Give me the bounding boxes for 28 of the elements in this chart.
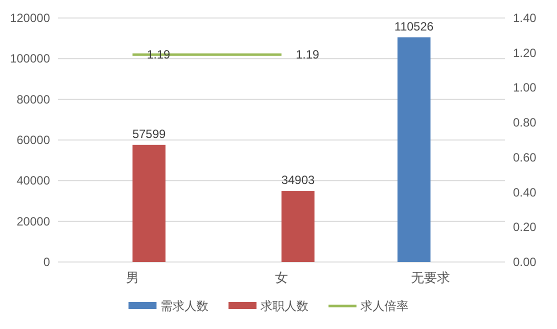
y2-tick-label: 1.40	[513, 11, 537, 25]
data-label: 57599	[132, 126, 166, 141]
y2-tick-label: 0.20	[513, 220, 537, 234]
legend-label: 求人倍率	[360, 299, 408, 313]
data-label: 34903	[281, 173, 316, 188]
y2-tick-label: 0.80	[513, 116, 537, 130]
x-tick-label: 无要求	[411, 270, 450, 285]
x-tick-label: 女	[275, 270, 288, 285]
y2-tick-label: 0.40	[513, 185, 537, 200]
bar	[398, 37, 430, 262]
legend-label: 求职人数	[260, 299, 308, 313]
y-tick-label: 40000	[16, 174, 50, 188]
y-tick-label: 20000	[16, 214, 50, 228]
y-tick-label: 120000	[10, 11, 50, 25]
x-tick-label: 男	[126, 270, 139, 285]
y-tick-label: 80000	[16, 92, 50, 106]
y2-tick-label: 0.60	[513, 150, 537, 164]
y-tick-label: 0	[43, 255, 50, 269]
data-label: 110526	[394, 19, 434, 34]
y-tick-label: 100000	[10, 52, 50, 66]
y2-tick-label: 0.00	[513, 255, 537, 269]
bar	[282, 191, 314, 262]
y2-tick-label: 1.20	[513, 46, 537, 60]
bar	[132, 144, 166, 262]
legend-label: 需求人数	[160, 299, 208, 313]
y-tick-label: 60000	[16, 133, 50, 147]
y2-tick-label: 1.00	[513, 80, 537, 95]
data-label: 1.19	[296, 48, 320, 62]
